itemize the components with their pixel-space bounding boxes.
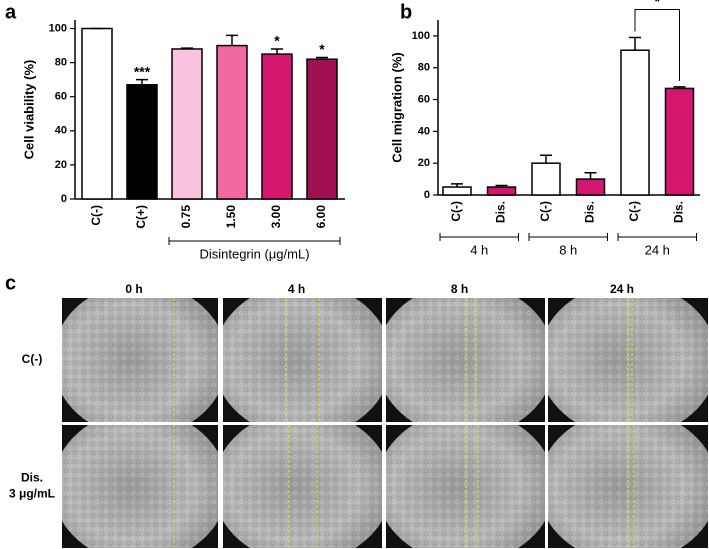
micrograph [223,298,382,422]
group-label: 8 h [559,242,577,257]
bar [575,178,606,196]
x-tick-label: 1.50 [224,205,238,229]
cells [62,298,218,422]
bar [81,27,113,200]
image-content [386,425,545,548]
micrograph [386,425,545,548]
row-label: Dis. [21,471,43,485]
y-tick-label: 0 [61,193,67,205]
group-label: 4 h [470,242,488,257]
column-label: 0 h [125,282,142,296]
group-bracket [439,233,519,241]
y-tick-label: 60 [55,91,67,103]
micrograph [223,425,382,548]
cells [62,425,218,548]
group-label: Disintegrin (μg/mL) [199,246,309,261]
y-tick-label: 80 [418,62,430,74]
error-bar [271,48,283,55]
error-bar [629,36,641,51]
image-content [62,298,218,422]
image-content [62,425,218,548]
error-bar [451,183,463,188]
image-content [548,425,708,548]
error-bar [226,34,238,46]
significance-bracket [634,9,680,81]
x-tick-label: C(-) [538,201,552,222]
group-bracket [528,233,608,241]
bar [442,186,472,196]
significance-label: * [655,0,661,9]
x-tick-label: 6.00 [314,205,328,229]
bar [171,48,203,200]
x-tick-label: 0.75 [179,205,193,229]
significance-label: *** [134,63,151,79]
y-tick-label: 100 [49,22,67,34]
image-content [386,298,545,422]
bar [216,44,248,200]
x-tick-label: C(-) [89,205,103,226]
y-tick-label: 40 [418,125,430,137]
column-label: 8 h [451,282,468,296]
column-label: 24 h [610,282,634,296]
x-tick-label: Dis. [672,201,686,223]
y-tick-label: 0 [424,189,430,201]
micrograph [548,298,708,422]
y-tick-label: 60 [418,93,430,105]
error-bar [673,86,686,89]
bar [664,87,695,196]
cells [223,425,382,548]
error-bar [136,78,148,85]
row-label: 3 μg/mL [9,487,55,501]
row-label: C(-) [22,352,43,366]
significance-label: * [274,33,280,49]
image-content [223,298,382,422]
x-tick-label: Dis. [494,201,508,223]
significance-label: * [319,41,325,57]
panel-label: c [5,272,16,294]
micrograph [62,298,218,422]
column-label: 4 h [288,282,305,296]
y-tick-label: 20 [55,159,67,171]
x-tick-label: 3.00 [269,205,283,229]
panel-label: a [5,1,17,23]
micrograph [386,298,545,422]
error-bar [495,184,508,188]
micrograph [548,425,708,548]
y-tick-label: 80 [55,57,67,69]
error-bar [181,47,193,49]
y-tick-label: 100 [412,30,430,42]
y-tick-label: 20 [418,157,430,169]
y-tick-label: 40 [55,125,67,137]
x-tick-label: C(+) [134,205,148,229]
error-bar [584,171,597,180]
x-tick-label: Dis. [583,201,597,223]
group-label: 24 h [645,242,670,257]
panel-label: b [400,1,412,23]
micrograph [62,425,218,548]
bar [306,58,338,200]
y-axis-label: Cell viability (%) [21,60,36,160]
bar [531,162,561,196]
bar [486,186,517,196]
image-content [548,298,708,422]
x-tick-label: C(-) [449,201,463,222]
x-tick-label: C(-) [627,201,641,222]
error-bar [540,154,552,164]
error-bar [316,56,328,60]
bar [126,84,158,200]
cells [223,298,382,422]
group-bracket [168,237,341,245]
bar [620,49,650,196]
y-axis-label: Cell migration (%) [389,52,404,163]
group-bracket [617,233,697,241]
image-content [223,425,382,548]
bar [261,53,293,200]
